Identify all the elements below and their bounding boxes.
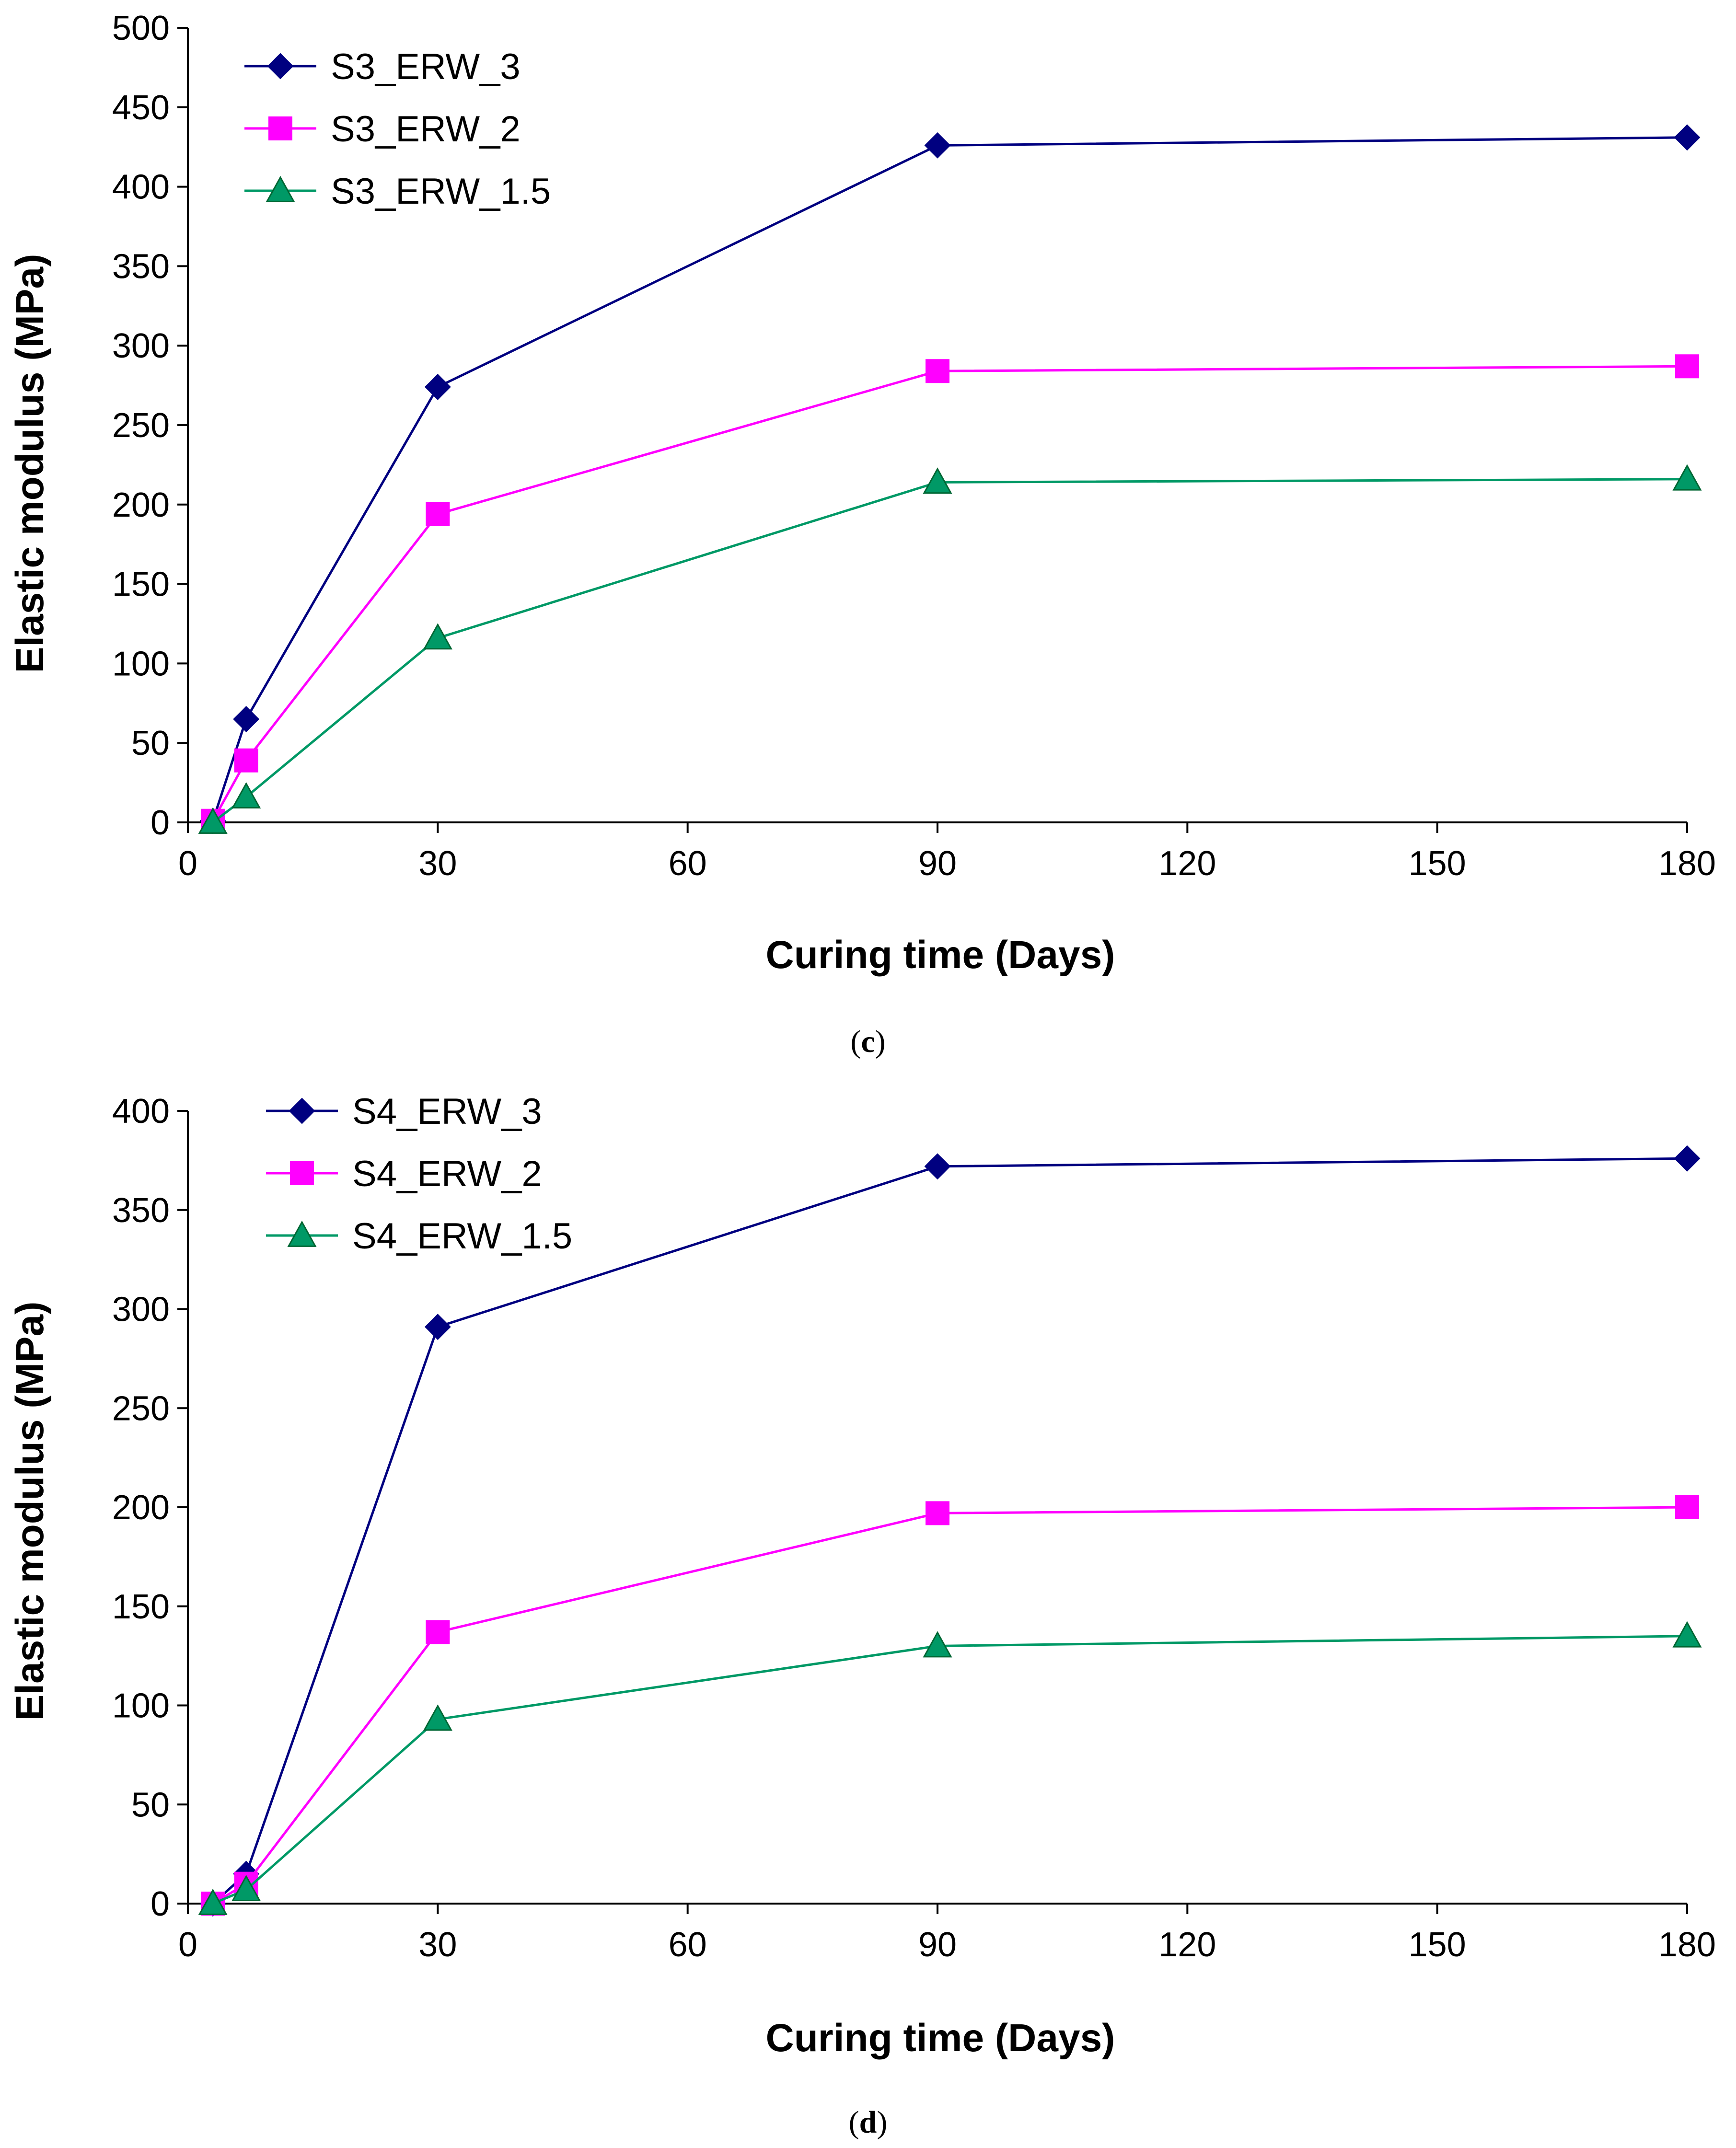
panel-c-y-tick-label: 0	[150, 804, 170, 842]
panel-c-series-layer	[198, 124, 1702, 834]
panel-d-series-0-point	[924, 1153, 951, 1180]
panel-c-legend-label: S3_ERW_1.5	[331, 171, 551, 212]
panel-c-x-tick-label: 150	[1409, 844, 1466, 883]
panel-c-series-0-point	[924, 132, 951, 159]
panel-c-y-tick-label: 250	[112, 406, 170, 445]
chart-panel-d: 0 50 100 150 200 250 300 350 400 0 30 60 90 120 150 180…	[8, 1091, 1716, 2140]
panel-d-series-2-point	[923, 1631, 952, 1658]
panel-d-series-2-point	[423, 1704, 452, 1731]
panel-d-series-line-1	[212, 1506, 1688, 1905]
panel-c-series-2-point	[1672, 464, 1702, 491]
panel-c-x-tick-label: 180	[1658, 844, 1716, 883]
panel-d-y-tick-label: 0	[150, 1885, 170, 1923]
panel-c-y-tick-label: 300	[112, 327, 170, 365]
panel-c-series-1-point	[234, 748, 258, 773]
panel-d-legend-label: S4_ERW_3	[352, 1091, 542, 1132]
panel-c-x-tick-label: 30	[418, 844, 457, 883]
panel-d-series-1-point	[426, 1620, 450, 1644]
panel-c-y-tick-label: 500	[112, 9, 170, 47]
panel-c-y-tick-label: 400	[112, 168, 170, 207]
panel-d-y-tick-label: 300	[112, 1291, 170, 1329]
panel-d-y-tick-label: 50	[131, 1786, 170, 1824]
panel-c-legend-marker-2	[266, 175, 295, 202]
panel-d-y-tick-label: 200	[112, 1489, 170, 1527]
panel-c-legend-marker-0	[267, 53, 294, 80]
panel-d-series-2-point	[231, 1874, 261, 1901]
panel-d-legend: S4_ERW_3 S4_ERW_2 S4_ERW_1.5	[266, 1091, 572, 1257]
panel-d-caption-letter: d	[859, 2105, 877, 2140]
panel-d-series-0-point	[424, 1314, 451, 1340]
panel-c-y-axis-title: Elastic modulus (MPa)	[8, 254, 52, 673]
chart-panel-c: 0 50 100 150 200 250 300 350 400 450 500 0 30 60 90 120…	[8, 9, 1716, 1059]
panel-d-legend-marker-1	[290, 1161, 314, 1185]
panel-c-series-2-point	[923, 467, 952, 494]
panel-c-legend-label: S3_ERW_3	[331, 46, 521, 87]
panel-c-series-0-point	[424, 374, 451, 400]
panel-d-x-tick-label: 150	[1409, 1926, 1466, 1964]
panel-c-axes: 0 50 100 150 200 250 300 350 400 450 500 0 30 60 90 120…	[112, 9, 1716, 883]
panel-d-series-1-point	[926, 1501, 949, 1525]
panel-d-series-1-point	[1675, 1495, 1699, 1519]
panel-c-y-tick-label: 100	[112, 645, 170, 683]
panel-d-legend-marker-0	[289, 1097, 315, 1124]
panel-d-y-tick-label: 350	[112, 1191, 170, 1230]
panel-c-series-line-2	[212, 478, 1688, 823]
panel-c-legend: S3_ERW_3 S3_ERW_2 S3_ERW_1.5	[244, 46, 551, 212]
panel-d-y-tick-label: 150	[112, 1588, 170, 1626]
panel-c-y-tick-label: 50	[131, 724, 170, 762]
panel-c-x-tick-label: 60	[669, 844, 707, 883]
panel-c-y-tick-label: 200	[112, 486, 170, 524]
panel-d-series-2-point	[198, 1888, 228, 1915]
panel-d-x-tick-label: 60	[669, 1926, 707, 1964]
panel-d-caption: (d)	[849, 2105, 888, 2140]
panel-d-x-tick-label: 30	[418, 1926, 457, 1964]
panel-c-x-tick-label: 90	[918, 844, 957, 883]
panel-d-series-0-point	[1674, 1145, 1701, 1172]
panel-c-series-1-point	[1675, 354, 1699, 379]
panel-c-series-1-point	[926, 359, 949, 383]
panel-c-y-tick-label: 450	[112, 89, 170, 127]
panel-c-series-2-point	[423, 623, 452, 650]
panel-c-series-0-point	[233, 706, 260, 732]
panel-d-series-2-point	[1672, 1621, 1702, 1648]
panel-d-legend-label: S4_ERW_1.5	[352, 1216, 572, 1257]
panel-c-x-axis-title: Curing time (Days)	[766, 933, 1115, 977]
panel-d-y-axis-title: Elastic modulus (MPa)	[8, 1302, 52, 1721]
panel-d-y-tick-label: 400	[112, 1092, 170, 1131]
panel-d-series-line-2	[212, 1635, 1688, 1905]
panel-c-series-2-point	[198, 807, 228, 834]
panel-d-x-tick-label: 120	[1158, 1926, 1216, 1964]
panel-d-x-tick-label: 90	[918, 1926, 957, 1964]
panel-d-x-tick-label: 180	[1658, 1926, 1716, 1964]
panel-d-x-axis-title: Curing time (Days)	[766, 2016, 1115, 2060]
panel-c-series-2-point	[231, 782, 261, 808]
panel-d-y-tick-label: 100	[112, 1687, 170, 1725]
panel-c-x-tick-label: 120	[1158, 844, 1216, 883]
panel-c-legend-label: S3_ERW_2	[331, 109, 521, 150]
panel-c-caption: (c)	[850, 1024, 885, 1059]
panel-d-axes: 0 50 100 150 200 250 300 350 400 0 30 60 90 120 150 180	[112, 1092, 1716, 1964]
panel-c-caption-letter: c	[861, 1024, 875, 1059]
panel-c-series-0-point	[1674, 124, 1701, 151]
panel-c-legend-marker-1	[268, 116, 292, 140]
panel-d-legend-marker-2	[287, 1220, 317, 1247]
panel-d-series-line-0	[212, 1157, 1688, 1905]
panel-d-series-layer	[198, 1145, 1702, 1917]
panel-c-x-tick-label: 0	[178, 844, 197, 883]
panel-d-x-tick-label: 0	[178, 1926, 197, 1964]
panel-c-y-tick-label: 150	[112, 566, 170, 604]
panel-c-series-1-point	[426, 502, 450, 526]
panel-d-y-tick-label: 250	[112, 1389, 170, 1428]
panel-d-legend-label: S4_ERW_2	[352, 1154, 542, 1194]
panel-c-series-line-1	[211, 365, 1688, 821]
panel-c-y-tick-label: 350	[112, 247, 170, 286]
